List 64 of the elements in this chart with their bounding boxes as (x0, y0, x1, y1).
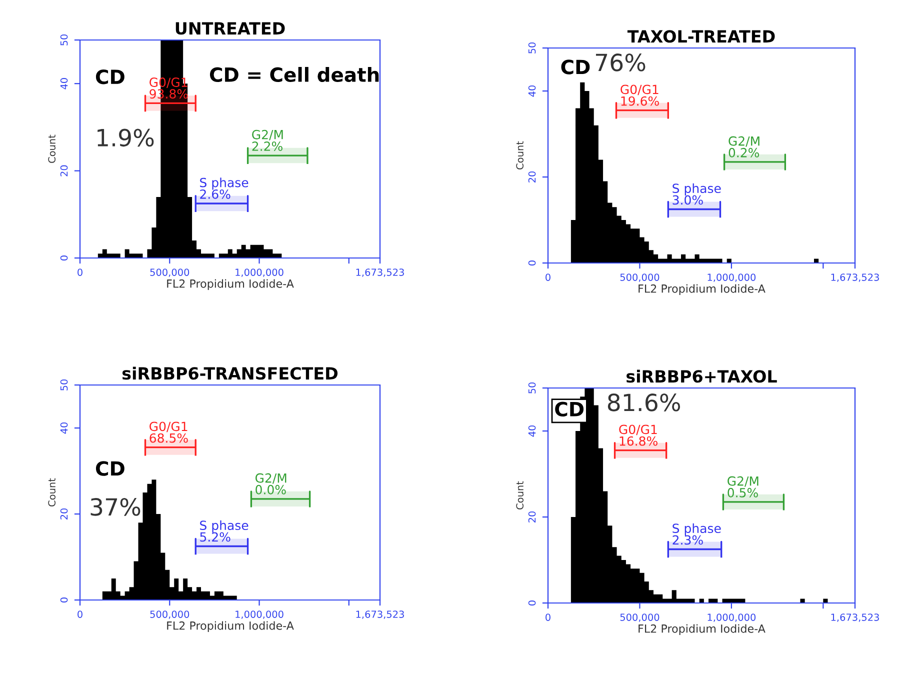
x-axis-title: FL2 Propidium Iodide-A (167, 621, 294, 632)
y-tick-label: 0 (528, 260, 536, 266)
x-tick-label: 500,000 (150, 268, 190, 277)
chart-title: siRBBP6-TRANSFECTED (122, 366, 338, 380)
band-label: G2/M 0.5% (728, 476, 758, 498)
x-tick-label: 0 (546, 614, 550, 621)
x-tick-label: 0 (546, 274, 550, 281)
y-tick-label: 0 (60, 598, 68, 602)
chart-title: TAXOL-TREATED (627, 30, 775, 43)
band-label: S phase 5.2% (200, 520, 248, 542)
annotation: 1.9% (98, 128, 154, 147)
chart-title: siRBBP6+TAXOL (626, 370, 777, 383)
annotation: 81.6% (608, 394, 680, 412)
x-tick-label: 0 (78, 268, 82, 276)
y-tick-label: 50 (528, 42, 536, 54)
y-tick-label: 20 (528, 171, 536, 182)
x-tick-label: 0 (78, 610, 82, 618)
x-axis-title: FL2 Propidium Iodide-A (638, 284, 766, 295)
band-label: G0/G1 19.6% (620, 84, 659, 106)
x-axis-title: FL2 Propidium Iodide-A (638, 624, 766, 635)
y-axis-title: Count (48, 478, 56, 506)
y-tick-label: 50 (60, 34, 68, 46)
annotation: CD (96, 69, 124, 84)
y-tick-label: 40 (528, 425, 536, 437)
x-tick-label: 500,000 (620, 614, 660, 622)
band-label: G2/M 0.2% (728, 136, 760, 158)
band-label: G2/M 0.0% (255, 473, 286, 494)
x-tick-label: 1,673,523 (831, 614, 879, 622)
x-tick-label: 1,000,000 (708, 614, 756, 622)
chart-title: UNTREATED (176, 22, 285, 35)
band-label: G0/G1 16.8% (619, 424, 658, 446)
annotation: 76% (596, 54, 646, 72)
annotation: CD = Cell death (210, 66, 379, 82)
band-label: G2/M 2.2% (252, 130, 283, 151)
x-tick-label: 1,000,000 (236, 268, 284, 277)
x-axis-title: FL2 Propidium Iodide-A (167, 279, 294, 290)
y-axis-title: Count (516, 141, 524, 170)
y-tick-label: 50 (60, 379, 68, 390)
x-tick-label: 1,000,000 (708, 274, 756, 282)
y-tick-label: 0 (528, 600, 536, 606)
x-tick-label: 1,673,523 (356, 268, 404, 277)
y-tick-label: 20 (60, 165, 68, 176)
x-tick-label: 1,000,000 (236, 610, 284, 619)
x-tick-label: 500,000 (620, 274, 660, 282)
y-tick-label: 20 (60, 508, 68, 520)
annotation: 37% (90, 498, 140, 516)
annotation: CD (561, 60, 590, 74)
y-axis-title: Count (48, 134, 56, 163)
annotation: CD (96, 461, 124, 476)
y-tick-label: 20 (528, 511, 536, 522)
x-tick-label: 1,673,523 (831, 274, 879, 282)
band-label: G0/G1 68.5% (150, 422, 188, 443)
y-tick-label: 40 (528, 85, 536, 97)
y-tick-label: 0 (60, 256, 68, 260)
band-label: S phase 2.6% (200, 178, 248, 199)
x-tick-label: 500,000 (150, 610, 190, 619)
y-tick-label: 40 (60, 78, 68, 90)
band-label: S phase 2.3% (672, 523, 721, 545)
y-tick-label: 40 (60, 422, 68, 434)
y-tick-label: 50 (528, 382, 536, 394)
y-axis-title: Count (516, 481, 524, 510)
x-tick-label: 1,673,523 (356, 610, 404, 619)
annotation: CD (555, 402, 584, 416)
band-label: S phase 3.0% (672, 183, 721, 205)
